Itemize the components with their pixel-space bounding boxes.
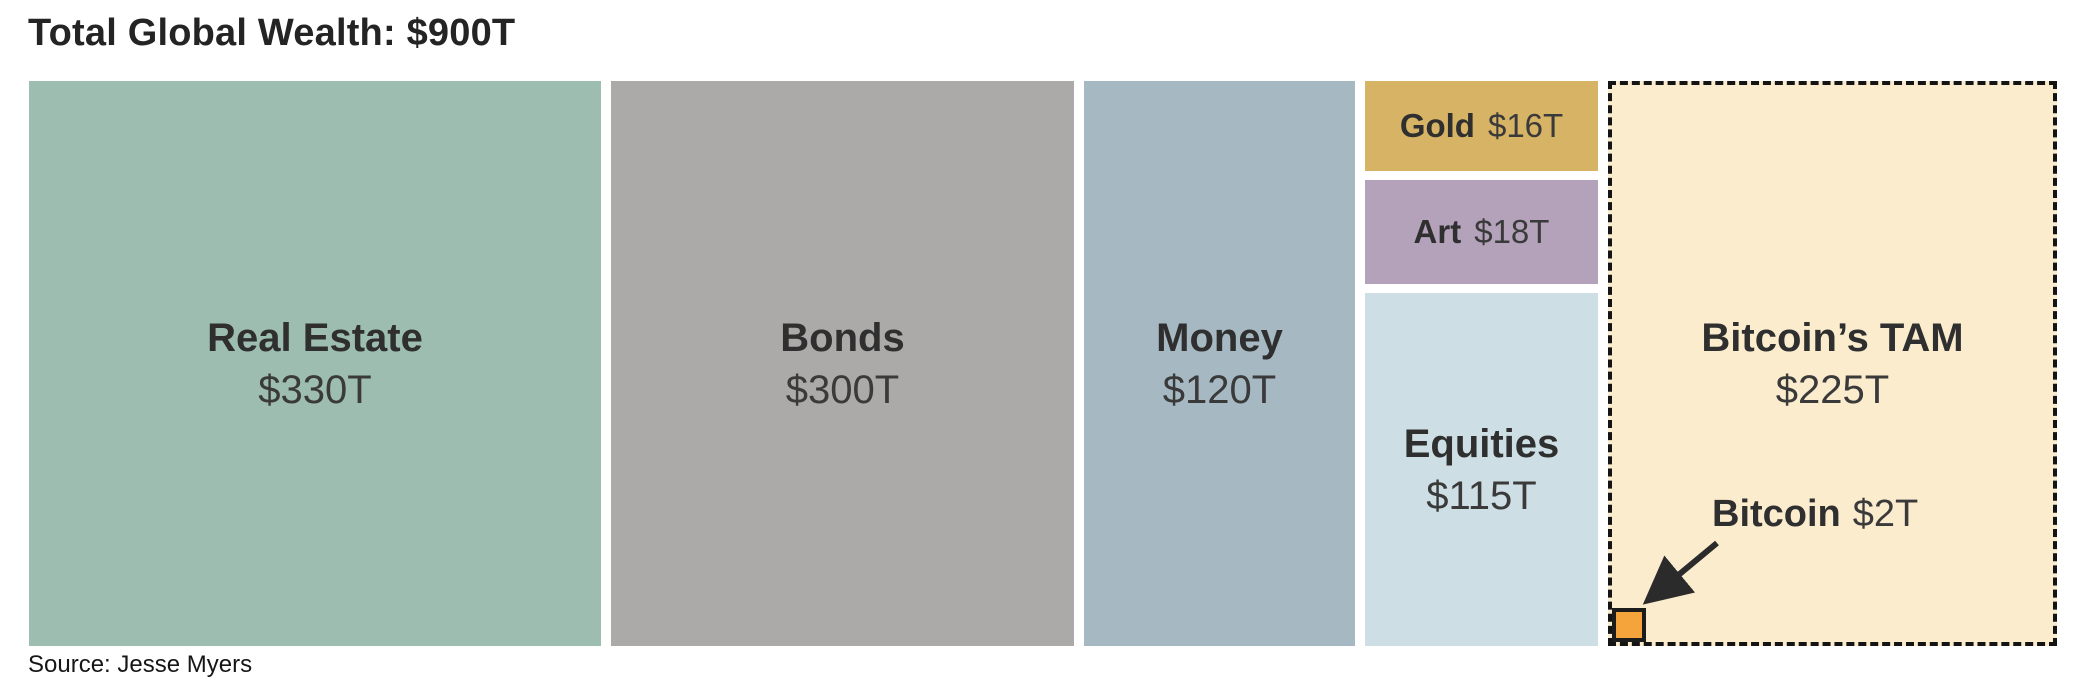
segment-label-group: Equities $115T: [1404, 418, 1560, 522]
segment-value: $16T: [1487, 107, 1564, 144]
segment-name: Money: [1156, 315, 1283, 360]
segment-label-group: Bitcoin’s TAM $225T: [1701, 312, 1963, 416]
segment-art: Art $18T: [1365, 180, 1598, 284]
segment-money: Money $120T: [1084, 81, 1355, 646]
bitcoin-annotation: Bitcoin $2T: [1712, 493, 1918, 536]
segment-label-group: Money $120T: [1156, 312, 1283, 416]
segment-bonds: Bonds $300T: [611, 81, 1074, 646]
segment-label-group: Bonds $300T: [780, 312, 904, 416]
segment-name: Bitcoin’s TAM: [1701, 315, 1964, 360]
segment-value: $300T: [785, 367, 900, 412]
segment-name: Bonds: [780, 315, 905, 360]
segment-value: $115T: [1426, 473, 1537, 518]
segment-name: Bitcoin: [1712, 493, 1841, 535]
bitcoin-square: [1612, 608, 1646, 642]
segment-name: Art: [1413, 213, 1462, 250]
small-assets-column: Gold $16T Art $18T Equities $115T: [1365, 81, 1598, 646]
segment-name: Gold: [1399, 107, 1475, 144]
segment-value: $225T: [1775, 367, 1890, 412]
arrow-icon: [1642, 540, 1719, 605]
segment-value: $120T: [1162, 367, 1277, 412]
segment-value: $18T: [1474, 213, 1550, 250]
segment-label-group: Gold $16T: [1400, 107, 1563, 145]
segment-equities: Equities $115T: [1365, 293, 1598, 646]
segment-name: Real Estate: [207, 315, 423, 360]
segment-real-estate: Real Estate $330T: [29, 81, 601, 646]
treemap: Real Estate $330T Bonds $300T Money $120…: [29, 81, 2057, 646]
segment-value: $2T: [1852, 493, 1919, 535]
source-credit: Source: Jesse Myers: [28, 651, 253, 678]
segment-gold: Gold $16T: [1365, 81, 1598, 171]
segment-name: Equities: [1403, 421, 1560, 466]
segment-label-group: Real Estate $330T: [207, 312, 423, 416]
segment-value: $330T: [258, 367, 372, 412]
segment-bitcoin-tam: Bitcoin’s TAM $225T Bitcoin $2T: [1608, 81, 2057, 646]
chart-title: Total Global Wealth: $900T: [28, 12, 516, 54]
segment-label-group: Art $18T: [1414, 213, 1550, 251]
